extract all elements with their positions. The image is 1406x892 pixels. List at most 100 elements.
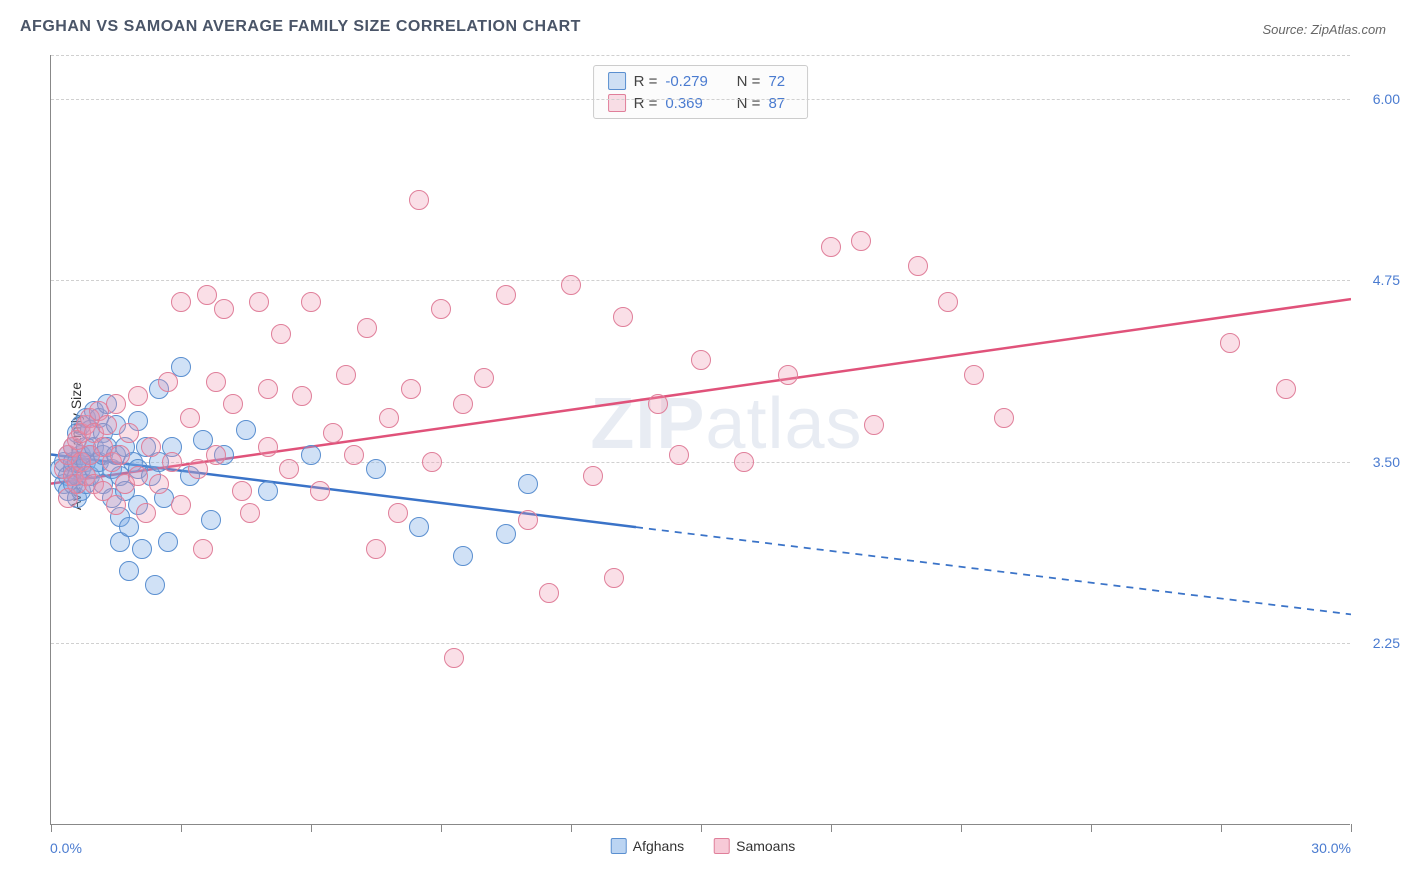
gridline bbox=[51, 280, 1350, 281]
x-tick bbox=[571, 824, 572, 832]
legend-row: R = 0.369 N = 87 bbox=[608, 92, 794, 114]
gridline bbox=[51, 462, 1350, 463]
trend-lines-svg bbox=[51, 55, 1351, 825]
data-point bbox=[292, 386, 312, 406]
data-point bbox=[301, 292, 321, 312]
data-point bbox=[648, 394, 668, 414]
x-tick bbox=[1351, 824, 1352, 832]
data-point bbox=[128, 466, 148, 486]
data-point bbox=[279, 459, 299, 479]
source-label: Source: ZipAtlas.com bbox=[1262, 22, 1386, 37]
data-point bbox=[669, 445, 689, 465]
data-point bbox=[214, 299, 234, 319]
data-point bbox=[964, 365, 984, 385]
legend-r-value: -0.279 bbox=[665, 73, 720, 90]
data-point bbox=[613, 307, 633, 327]
gridline bbox=[51, 643, 1350, 644]
chart-plot-area: ZIPatlas R =-0.279 N =72R =0.369 N =87 2… bbox=[50, 55, 1350, 825]
legend-item: Afghans bbox=[611, 838, 684, 854]
data-point bbox=[206, 372, 226, 392]
data-point bbox=[821, 237, 841, 257]
data-point bbox=[240, 503, 260, 523]
legend-swatch bbox=[608, 94, 626, 112]
data-point bbox=[994, 408, 1014, 428]
data-point bbox=[193, 539, 213, 559]
data-point bbox=[422, 452, 442, 472]
data-point bbox=[539, 583, 559, 603]
x-tick bbox=[961, 824, 962, 832]
data-point bbox=[141, 437, 161, 457]
legend-r-label: R = bbox=[634, 73, 658, 90]
legend-r-label: R = bbox=[634, 95, 658, 112]
series-legend: Afghans Samoans bbox=[611, 838, 796, 854]
data-point bbox=[249, 292, 269, 312]
data-point bbox=[258, 437, 278, 457]
legend-swatch bbox=[608, 72, 626, 90]
data-point bbox=[388, 503, 408, 523]
y-tick-label: 3.50 bbox=[1355, 454, 1400, 470]
data-point bbox=[561, 275, 581, 295]
data-point bbox=[162, 452, 182, 472]
data-point bbox=[496, 524, 516, 544]
data-point bbox=[236, 420, 256, 440]
data-point bbox=[310, 481, 330, 501]
legend-label: Afghans bbox=[633, 838, 684, 854]
gridline bbox=[51, 99, 1350, 100]
data-point bbox=[132, 539, 152, 559]
data-point bbox=[583, 466, 603, 486]
data-point bbox=[223, 394, 243, 414]
data-point bbox=[691, 350, 711, 370]
legend-row: R = -0.279 N = 72 bbox=[608, 70, 794, 92]
data-point bbox=[258, 379, 278, 399]
x-tick bbox=[441, 824, 442, 832]
x-axis-max-label: 30.0% bbox=[1311, 840, 1351, 856]
data-point bbox=[119, 423, 139, 443]
data-point bbox=[409, 190, 429, 210]
gridline bbox=[51, 55, 1350, 56]
legend-swatch bbox=[611, 838, 627, 854]
data-point bbox=[518, 474, 538, 494]
data-point bbox=[336, 365, 356, 385]
data-point bbox=[366, 539, 386, 559]
data-point bbox=[188, 459, 208, 479]
data-point bbox=[851, 231, 871, 251]
x-tick bbox=[701, 824, 702, 832]
data-point bbox=[357, 318, 377, 338]
data-point bbox=[444, 648, 464, 668]
data-point bbox=[379, 408, 399, 428]
x-tick bbox=[311, 824, 312, 832]
x-tick bbox=[1221, 824, 1222, 832]
legend-swatch bbox=[714, 838, 730, 854]
watermark-text: ZIPatlas bbox=[590, 383, 862, 465]
data-point bbox=[136, 503, 156, 523]
data-point bbox=[232, 481, 252, 501]
y-tick-label: 2.25 bbox=[1355, 635, 1400, 651]
legend-r-value: 0.369 bbox=[665, 95, 720, 112]
legend-n-label: N = bbox=[728, 95, 760, 112]
data-point bbox=[366, 459, 386, 479]
data-point bbox=[149, 474, 169, 494]
data-point bbox=[119, 517, 139, 537]
data-point bbox=[145, 575, 165, 595]
data-point bbox=[171, 495, 191, 515]
data-point bbox=[409, 517, 429, 537]
data-point bbox=[201, 510, 221, 530]
legend-n-label: N = bbox=[728, 73, 760, 90]
legend-n-value: 72 bbox=[768, 73, 793, 90]
legend-n-value: 87 bbox=[768, 95, 793, 112]
data-point bbox=[734, 452, 754, 472]
data-point bbox=[301, 445, 321, 465]
data-point bbox=[180, 408, 200, 428]
chart-title: AFGHAN VS SAMOAN AVERAGE FAMILY SIZE COR… bbox=[20, 18, 581, 36]
data-point bbox=[119, 561, 139, 581]
data-point bbox=[110, 445, 130, 465]
data-point bbox=[206, 445, 226, 465]
watermark-atlas: atlas bbox=[705, 384, 862, 464]
data-point bbox=[864, 415, 884, 435]
data-point bbox=[271, 324, 291, 344]
data-point bbox=[1276, 379, 1296, 399]
legend-item: Samoans bbox=[714, 838, 795, 854]
x-tick bbox=[51, 824, 52, 832]
legend-label: Samoans bbox=[736, 838, 795, 854]
x-tick bbox=[1091, 824, 1092, 832]
